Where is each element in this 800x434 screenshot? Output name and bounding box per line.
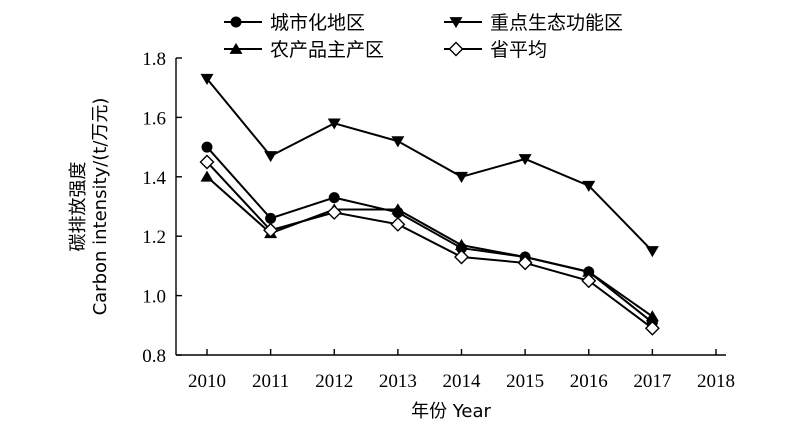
data-point-diamond <box>448 41 464 57</box>
data-point-triangle-down <box>327 118 341 130</box>
legend-label: 省平均 <box>490 39 547 61</box>
data-point-triangle-down <box>391 136 405 148</box>
y-tick-label: 1.2 <box>142 227 166 248</box>
series-4 <box>199 154 660 336</box>
y-tick-label: 1.8 <box>142 49 166 70</box>
data-point-triangle-down <box>264 151 278 163</box>
data-point-triangle-down <box>518 154 532 166</box>
series-2 <box>200 73 659 258</box>
series-line <box>206 78 654 252</box>
data-point-triangle-down <box>449 17 463 29</box>
x-tick-label: 2018 <box>697 371 735 392</box>
x-tick-label: 2011 <box>252 371 289 392</box>
x-tick-label: 2015 <box>506 371 544 392</box>
data-point-circle <box>230 16 242 28</box>
y-tick-label: 1.6 <box>142 108 166 129</box>
legend-item-1: 城市化地区 <box>224 12 365 34</box>
data-point-triangle-up <box>455 238 468 250</box>
x-tick-label: 2014 <box>443 371 482 392</box>
data-point-diamond <box>199 154 215 170</box>
series-3 <box>200 170 659 322</box>
series-line <box>206 176 653 318</box>
data-point-circle <box>265 212 277 224</box>
y-axis-title-line2: Carbon intensity/(t/万元) <box>90 98 111 316</box>
data-point-triangle-up <box>200 170 214 182</box>
x-tick-label: 2013 <box>379 371 417 392</box>
x-tick-label: 2017 <box>633 371 671 392</box>
x-tick-label: 2010 <box>188 371 226 392</box>
x-tick-label: 2012 <box>315 371 353 392</box>
legend-item-3: 农产品主产区 <box>224 39 384 61</box>
data-point-diamond <box>454 249 469 265</box>
data-point-diamond <box>517 255 533 271</box>
data-point-diamond <box>263 222 279 238</box>
data-point-triangle-up <box>582 265 596 277</box>
data-point-triangle-down <box>645 246 659 258</box>
data-point-diamond <box>644 320 660 336</box>
data-point-triangle-down <box>582 180 596 192</box>
data-point-triangle-up <box>391 203 405 215</box>
axes: 0.8 1.0 1.2 1.4 1.6 1.8 2010 2011 2012 2013 2014 20… <box>142 49 735 392</box>
series-layer <box>199 73 660 336</box>
y-axis-title-line1: 碳排放强度 <box>68 162 89 252</box>
series-line <box>206 161 653 330</box>
data-point-triangle-down <box>455 171 468 183</box>
legend-label: 城市化地区 <box>270 12 365 34</box>
x-axis-title: 年份 Year <box>411 401 491 422</box>
data-point-triangle-up <box>229 42 243 54</box>
y-tick-label: 1.4 <box>142 168 166 189</box>
data-point-diamond <box>581 273 597 289</box>
y-axis-title: 碳排放强度 Carbon intensity/(t/万元) <box>68 98 111 316</box>
data-point-diamond <box>390 216 406 232</box>
y-tick-label: 0.8 <box>142 346 166 367</box>
data-point-triangle-up <box>645 310 659 322</box>
legend-item-4: 省平均 <box>444 39 547 61</box>
data-point-diamond <box>326 204 342 220</box>
legend-label: 重点生态功能区 <box>490 12 623 34</box>
legend-label: 农产品主产区 <box>270 39 384 61</box>
data-point-triangle-down <box>200 73 214 85</box>
x-tick-label: 2016 <box>570 371 608 392</box>
y-tick-label: 1.0 <box>142 287 166 308</box>
data-point-circle <box>328 192 340 204</box>
legend-item-2: 重点生态功能区 <box>444 12 623 34</box>
data-point-circle <box>201 141 213 153</box>
